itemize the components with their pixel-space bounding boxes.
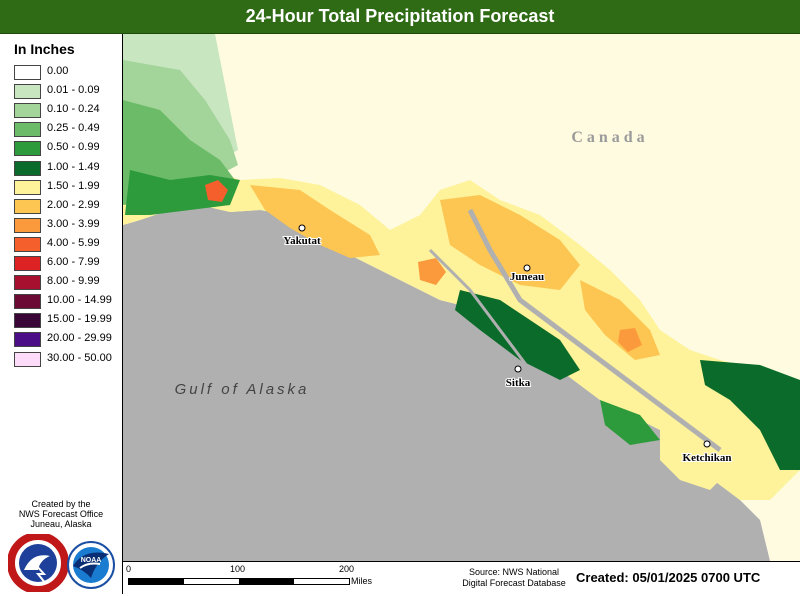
title-bar: 24-Hour Total Precipitation Forecast [0, 0, 800, 34]
nws-logo-icon [8, 534, 68, 592]
precip-map: Canada Gulf of Alaska Yakutat Juneau Sit… [123, 34, 800, 561]
inner-channel [467, 208, 722, 452]
legend-label: 3.00 - 3.99 [47, 217, 100, 230]
red-spot-yakutat [205, 180, 228, 202]
legend-swatch [14, 179, 41, 195]
credit-line: NWS Forecast Office [18, 509, 104, 519]
orange-area-yakutat [250, 185, 380, 258]
legend-item: 1.50 - 1.99 [14, 179, 119, 195]
map-footer: 0 100 200 Miles Source: NWS National Dig… [123, 561, 800, 596]
legend-swatch [14, 103, 41, 119]
scale-bar [128, 578, 350, 585]
legend-item: 0.25 - 0.49 [14, 122, 119, 138]
legend-panel: In Inches 0.00 0.01 - 0.09 0.10 - 0.24 0.25… [0, 34, 123, 594]
legend-label: 30.00 - 50.00 [47, 351, 112, 364]
noaa-logo-text: NOAA [81, 557, 102, 564]
city-ketchikan: Ketchikan [682, 440, 732, 465]
legend-label: 20.00 - 29.99 [47, 332, 112, 345]
legend-item: 0.10 - 0.24 [14, 103, 119, 119]
legend-item: 20.00 - 29.99 [14, 332, 119, 348]
noaa-logo-icon: NOAA [67, 541, 115, 589]
legend-item: 2.00 - 2.99 [14, 198, 119, 214]
legend-swatch [14, 332, 41, 348]
legend-label: 6.00 - 7.99 [47, 256, 100, 268]
scale-tick-label: 100 [230, 564, 246, 574]
legend-swatch [14, 160, 41, 176]
city-label: Ketchikan [683, 452, 732, 464]
orange-area-south [580, 280, 660, 360]
inner-channel-2 [428, 248, 562, 402]
legend-label: 1.00 - 1.49 [47, 160, 100, 173]
created-timestamp: Created: 05/01/2025 0700 UTC [576, 570, 761, 585]
legend-swatch [14, 122, 41, 138]
legend-item: 0.01 - 0.09 [14, 84, 119, 100]
redorange-spot-south [618, 328, 642, 352]
source-text: Source: NWS National Digital Forecast Da… [455, 567, 573, 589]
legend-title: In Inches [14, 41, 75, 57]
map-view[interactable]: Canada Gulf of Alaska Yakutat Juneau Sit… [123, 34, 800, 561]
legend-item: 15.00 - 19.99 [14, 313, 119, 329]
scale-units: Miles [351, 576, 373, 586]
legend-label: 0.01 - 0.09 [47, 84, 100, 97]
legend-swatch [14, 275, 41, 291]
legend-label: 2.00 - 2.99 [47, 198, 100, 211]
legend-label: 1.50 - 1.99 [47, 179, 100, 192]
legend-item: 10.00 - 14.99 [14, 294, 119, 310]
city-yakutat: Yakutat [282, 224, 322, 248]
scale-segment [239, 579, 294, 584]
legend-item: 30.00 - 50.00 [14, 351, 119, 367]
legend-label: 0.00 [47, 65, 69, 77]
legend-swatch [14, 351, 41, 367]
legend-swatch [14, 198, 41, 214]
city-label: Sitka [506, 377, 531, 389]
legend-swatch [14, 84, 41, 100]
legend-label: 4.00 - 5.99 [47, 236, 100, 249]
legend-label: 0.10 - 0.24 [47, 103, 100, 116]
legend-item: 0.50 - 0.99 [14, 141, 119, 157]
legend-item: 6.00 - 7.99 [14, 256, 119, 271]
city-label: Yakutat [283, 235, 321, 247]
legend-swatch [14, 141, 41, 157]
scale-tick-label: 0 [126, 564, 132, 574]
city-juneau: Juneau [509, 264, 545, 284]
scale-segment [129, 579, 184, 584]
water-label-gulf: Gulf of Alaska [175, 381, 310, 398]
legend-swatch [14, 294, 41, 310]
legend-label: 0.50 - 0.99 [47, 141, 100, 154]
credit-line: Created by the [31, 499, 91, 509]
legend-swatch [14, 256, 41, 271]
legend-label: 15.00 - 19.99 [47, 313, 112, 326]
west-dark-green [125, 170, 240, 215]
source-line: Digital Forecast Database [462, 578, 566, 588]
legend-label: 0.25 - 0.49 [47, 122, 100, 135]
city-sitka: Sitka [505, 365, 532, 390]
legend-label: 10.00 - 14.99 [47, 294, 112, 307]
legend-label: 8.00 - 9.99 [47, 275, 100, 288]
legend-swatch [14, 313, 41, 329]
credit-line: Juneau, Alaska [30, 519, 92, 529]
se-green-islands [600, 400, 660, 445]
credit-text: Created by the NWS Forecast Office Junea… [0, 499, 122, 529]
legend-item: 1.00 - 1.49 [14, 160, 119, 176]
redorange-spot-juneau [418, 258, 446, 285]
legend-swatch [14, 65, 41, 80]
scale-tick-label: 200 [339, 564, 355, 574]
southern-yellow-islands [660, 430, 730, 490]
legend-swatch [14, 217, 41, 233]
city-label: Juneau [510, 271, 544, 283]
legend-item: 4.00 - 5.99 [14, 236, 119, 252]
legend-item: 8.00 - 9.99 [14, 275, 119, 291]
source-line: Source: NWS National [468, 567, 560, 577]
map-title: 24-Hour Total Precipitation Forecast [245, 6, 555, 26]
country-label-canada: Canada [571, 129, 648, 146]
legend-item: 3.00 - 3.99 [14, 217, 119, 233]
se-dark-green [700, 360, 800, 470]
legend-swatch [14, 236, 41, 252]
legend-item: 0.00 [14, 65, 119, 80]
